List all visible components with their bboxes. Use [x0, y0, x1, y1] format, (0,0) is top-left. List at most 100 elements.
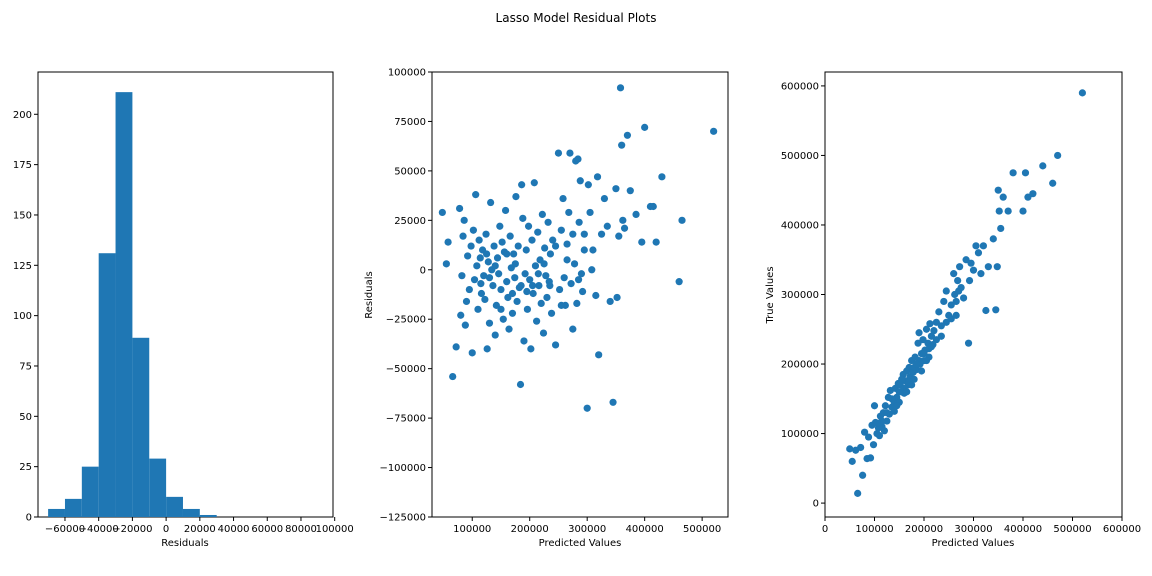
residual-point	[551, 242, 560, 250]
residual-point	[618, 141, 626, 149]
true-vs-predicted-panel: 0 100000 200000 300000 400000 500000 600000 0 10…	[765, 71, 1141, 549]
residual-point	[574, 155, 582, 163]
residual-point	[531, 262, 540, 270]
residual-point	[474, 305, 482, 313]
residual-point	[576, 177, 584, 185]
histogram-xtick-label: −60000	[45, 524, 85, 535]
true-vs-predicted-ytick-label: 600000	[781, 81, 819, 92]
residual-point	[508, 289, 517, 298]
true-vs-predicted-point	[965, 276, 974, 285]
true-vs-predicted-point	[952, 297, 960, 306]
residual-point	[503, 250, 511, 258]
residual-ytick-label: 100000	[388, 68, 426, 79]
residual-point	[493, 254, 502, 262]
true-vs-predicted-point	[1029, 190, 1037, 198]
true-vs-predicted-ylabel: True Values	[765, 266, 776, 324]
histogram-xtick-label: −40000	[79, 524, 119, 535]
residual-point	[542, 272, 550, 280]
residual-point	[465, 285, 473, 294]
histogram-xtick-label: 40000	[218, 524, 250, 535]
true-vs-predicted-point	[890, 407, 898, 415]
true-vs-predicted-point	[875, 432, 884, 440]
histogram-ytick-label: 75	[19, 361, 32, 372]
residual-point	[547, 309, 556, 317]
true-vs-predicted-xtick-label: 500000	[1053, 524, 1091, 535]
true-vs-predicted-ytick-label: 0	[813, 499, 819, 510]
residual-point	[449, 372, 457, 381]
true-vs-predicted-point	[1009, 169, 1017, 177]
residual-point	[518, 181, 526, 189]
true-vs-predicted-point	[912, 360, 921, 368]
residual-point	[519, 214, 527, 222]
residual-point	[613, 293, 621, 302]
true-vs-predicted-point	[866, 454, 875, 462]
true-vs-predicted-point	[989, 235, 997, 243]
true-vs-predicted-point	[997, 224, 1005, 233]
residual-point	[483, 345, 491, 353]
true-vs-predicted-point	[1078, 89, 1086, 97]
histogram-xtick-label: 100000	[316, 524, 354, 535]
residual-point	[490, 242, 498, 250]
figure-title: Lasso Model Residual Plots	[496, 11, 657, 25]
true-vs-predicted-point	[917, 367, 926, 375]
residual-point	[641, 123, 649, 131]
true-vs-predicted-point	[926, 320, 934, 328]
true-vs-predicted-point	[883, 409, 891, 417]
residual-ytick-label: 25000	[394, 216, 426, 227]
residual-point	[464, 252, 472, 260]
true-vs-predicted-point	[861, 428, 869, 436]
true-vs-predicted-point	[898, 375, 906, 383]
residual-point	[560, 274, 568, 282]
true-vs-predicted-xtick-label: 0	[822, 524, 828, 535]
true-vs-predicted-point	[848, 457, 856, 465]
residual-point	[675, 278, 683, 286]
residual-point	[499, 315, 507, 323]
residual-point	[578, 287, 587, 296]
residual-point	[477, 289, 486, 298]
true-vs-predicted-point	[977, 270, 985, 278]
residual-point	[506, 232, 514, 240]
residual-point	[523, 287, 531, 296]
residual-point	[481, 295, 489, 304]
true-vs-predicted-point	[922, 356, 931, 365]
true-vs-predicted-point	[950, 270, 958, 278]
residual-ytick-label: −125000	[379, 513, 426, 524]
residual-point	[544, 218, 552, 226]
histogram-bar	[48, 508, 65, 517]
true-vs-predicted-ytick-label: 500000	[781, 151, 819, 162]
histogram-ytick-label: 200	[13, 110, 32, 121]
residual-point	[559, 194, 567, 203]
histogram-xtick-label: 60000	[251, 524, 283, 535]
true-vs-predicted-point	[940, 297, 948, 306]
true-vs-predicted-ytick-label: 200000	[781, 360, 819, 371]
residual-point	[511, 260, 519, 268]
true-vs-predicted-point	[994, 186, 1002, 194]
residual-point	[458, 272, 466, 280]
true-vs-predicted-point	[993, 263, 1001, 271]
histogram-bar	[199, 514, 217, 517]
histogram-xtick-label: 0	[163, 524, 169, 535]
residual-point	[457, 311, 465, 319]
true-vs-predicted-point	[1004, 207, 1012, 215]
residual-point	[470, 276, 479, 284]
residual-point	[649, 202, 657, 211]
residual-point	[589, 246, 597, 254]
residual-point	[452, 343, 460, 351]
residual-point	[460, 216, 468, 224]
true-vs-predicted-point	[864, 433, 873, 441]
histogram-bar	[182, 508, 200, 517]
residual-point	[546, 250, 555, 258]
residual-ytick-label: 0	[420, 265, 426, 276]
residual-point	[528, 282, 537, 290]
true-vs-predicted-point	[992, 306, 1000, 314]
residual-point	[540, 260, 548, 268]
residual-point	[522, 246, 530, 254]
true-vs-predicted-point	[999, 193, 1007, 201]
true-vs-predicted-ytick-label: 100000	[781, 429, 819, 440]
true-vs-predicted-point	[922, 325, 931, 333]
true-vs-predicted-xtick-label: 400000	[1004, 524, 1042, 535]
true-vs-predicted-point	[859, 471, 867, 479]
true-vs-predicted-point	[905, 363, 913, 372]
true-vs-predicted-point	[870, 402, 879, 410]
